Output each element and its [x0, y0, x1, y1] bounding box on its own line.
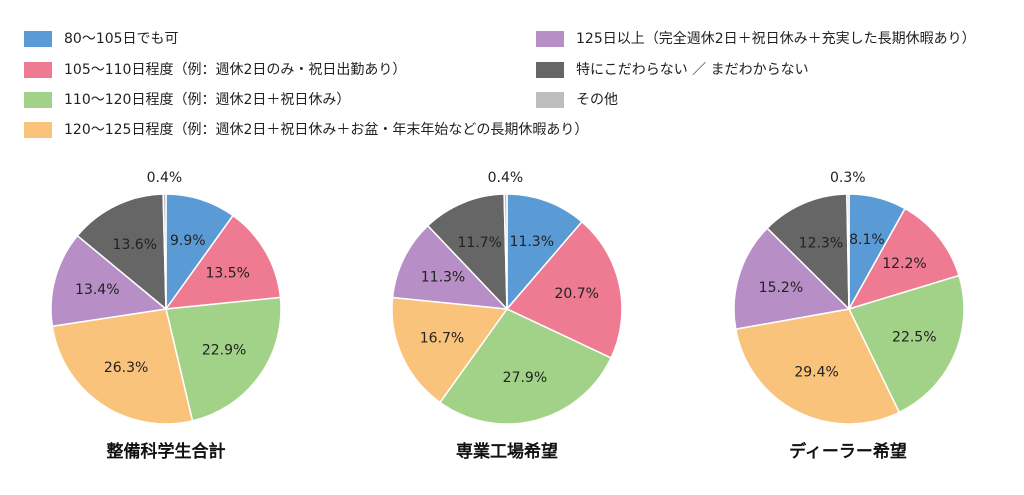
slice-80-105: [165, 193, 235, 312]
legend-label: 120〜125日程度（例：週休2日＋祝日休み＋お盆・年末年始などの長期休暇あり）: [64, 122, 589, 138]
slice-label: 0.3%: [830, 170, 866, 186]
legend-item-125-plus: 125日以上（完全週休2日＋祝日休み＋充実した長期休暇あり）: [536, 30, 976, 48]
legend-swatch: [24, 62, 52, 78]
slice-label: 11.3%: [421, 270, 465, 286]
slice-label: 13.4%: [75, 282, 119, 298]
legend-label: その他: [576, 92, 618, 108]
legend-item-no-preference: 特にこだわらない ／ まだわからない: [536, 61, 809, 79]
slice-label: 26.3%: [104, 360, 148, 376]
slice-label: 13.5%: [205, 265, 249, 281]
slice-110-120: [438, 308, 613, 425]
slice-label: 15.2%: [759, 280, 803, 296]
slice-label: 8.1%: [849, 232, 885, 248]
slice-no-preference: [426, 193, 508, 311]
chart-title-total: 整備科学生合計: [106, 442, 226, 462]
pie-chart: 8.1% 12.2% 22.5% 29.4% 15.2% 12.3% 0.3%: [733, 170, 965, 425]
slice-110-120: [847, 274, 965, 414]
pie-chart: 9.9% 13.5% 22.9% 26.3% 13.4% 13.6% 0.4%: [50, 170, 282, 425]
slice-label: 11.7%: [457, 235, 501, 251]
slice-label: 0.4%: [488, 170, 524, 186]
slice-label: 27.9%: [503, 370, 547, 386]
legend-swatch: [536, 92, 564, 108]
legend-item-110-120: 110〜120日程度（例：週休2日＋祝日休み）: [24, 91, 350, 109]
legend-label: 80〜105日でも可: [64, 31, 179, 47]
legend-swatch: [24, 31, 52, 47]
slice-other: [503, 193, 508, 310]
slice-no-preference: [76, 193, 167, 311]
slice-label: 16.7%: [420, 330, 464, 346]
pie-chart: 11.3% 20.7% 27.9% 16.7% 11.3% 11.7% 0.4%: [391, 170, 623, 425]
slice-110-120: [165, 296, 282, 422]
legend-swatch: [24, 122, 52, 138]
slice-120-125: [51, 308, 194, 425]
slice-other: [846, 193, 850, 310]
slice-label: 22.5%: [892, 330, 936, 346]
slice-label: 22.9%: [202, 342, 246, 358]
slice-no-preference: [766, 193, 850, 311]
slice-125-plus: [391, 224, 509, 310]
slice-125-plus: [733, 227, 851, 330]
chart-title-dealer: ディーラー希望: [789, 442, 907, 462]
slice-label: 12.3%: [799, 236, 843, 252]
slice-label: 12.2%: [882, 256, 926, 272]
legend-swatch: [536, 62, 564, 78]
legend-label: 特にこだわらない ／ まだわからない: [576, 62, 809, 78]
slice-125-plus: [50, 234, 168, 328]
legend: 80〜105日でも可 105〜110日程度（例：週休2日のみ・祝日出勤あり） 1…: [0, 0, 1024, 150]
slice-120-125: [391, 296, 509, 404]
slice-80-105: [506, 193, 584, 312]
legend-label: 125日以上（完全週休2日＋祝日休み＋充実した長期休暇あり）: [576, 31, 976, 47]
legend-label: 105〜110日程度（例：週休2日のみ・祝日出勤あり）: [64, 62, 407, 78]
slice-other: [162, 193, 167, 310]
slice-label: 9.9%: [170, 233, 206, 249]
legend-item-120-125: 120〜125日程度（例：週休2日＋祝日休み＋お盆・年末年始などの長期休暇あり）: [24, 121, 588, 139]
slice-label: 20.7%: [554, 286, 598, 302]
legend-item-80-105: 80〜105日でも可: [24, 30, 179, 48]
legend-item-105-110: 105〜110日程度（例：週休2日のみ・祝日出勤あり）: [24, 61, 406, 79]
chart-title-specialist-factory: 専業工場希望: [456, 442, 558, 462]
slice-120-125: [734, 308, 901, 425]
slice-label: 11.3%: [510, 234, 554, 250]
slice-label: 13.6%: [113, 237, 157, 253]
slice-label: 0.4%: [147, 170, 183, 186]
slice-105-110: [505, 220, 623, 359]
legend-label: 110〜120日程度（例：週休2日＋祝日休み）: [64, 92, 351, 108]
slice-label: 29.4%: [794, 365, 838, 381]
legend-item-other: その他: [536, 91, 618, 109]
legend-swatch: [24, 92, 52, 108]
slice-105-110: [164, 214, 282, 310]
legend-swatch: [536, 31, 564, 47]
